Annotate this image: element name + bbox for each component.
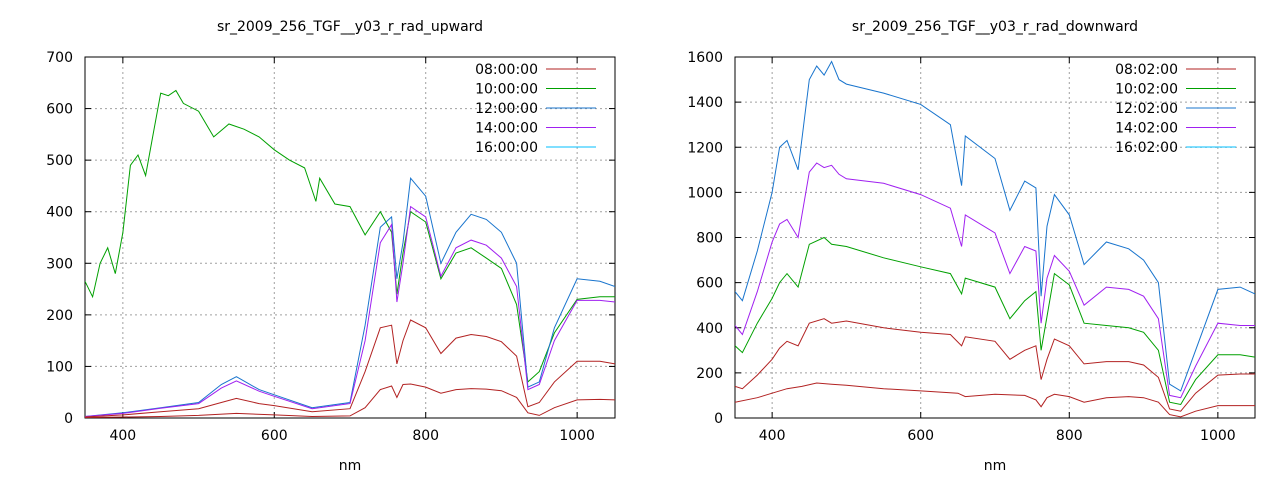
- series-line-unnamed-5: [85, 319, 615, 418]
- x-tick-label: 800: [1056, 428, 1083, 444]
- series-line-120000: [85, 176, 615, 417]
- chart-title: sr_2009_256_TGF__y03_r_rad_upward: [217, 19, 483, 35]
- chart-panel-1: sr_2009_256_TGF__y03_r_rad_upward 400 600 8…: [46, 19, 616, 474]
- legend-label: 08:00:00: [475, 62, 538, 78]
- y-tick-label: 800: [696, 231, 723, 247]
- y-tick-label: 700: [46, 50, 73, 66]
- series-line-080000: [85, 383, 615, 418]
- y-tick-label: 1600: [687, 50, 723, 66]
- legend-label: 10:02:00: [1115, 82, 1178, 98]
- y-tick-label: 400: [46, 205, 73, 221]
- chart-panel-2: sr_2009_256_TGF__y03_r_rad_downward 400 60…: [687, 19, 1256, 474]
- series-line-100200: [735, 236, 1255, 406]
- legend-label: 12:02:00: [1115, 101, 1178, 117]
- x-tick-label: 400: [109, 428, 136, 444]
- y-tick-label: 1200: [687, 140, 723, 156]
- x-tick-label: 600: [261, 428, 288, 444]
- y-tick-label: 1000: [687, 185, 723, 201]
- x-axis-label: nm: [984, 458, 1007, 474]
- x-tick-label: 1000: [1200, 428, 1236, 444]
- y-tick-label: 600: [696, 276, 723, 292]
- series-line-120200: [735, 60, 1255, 392]
- x-tick-label: 800: [412, 428, 439, 444]
- series-line-140200: [735, 162, 1255, 399]
- y-tick-label: 400: [696, 321, 723, 337]
- legend-label: 16:00:00: [475, 140, 538, 156]
- legend-label: 12:00:00: [475, 101, 538, 117]
- chart-title: sr_2009_256_TGF__y03_r_rad_downward: [852, 19, 1138, 35]
- legend-label: 10:00:00: [475, 82, 538, 98]
- y-tick-label: 0: [714, 411, 723, 427]
- y-tick-label: 200: [46, 308, 73, 324]
- series-line-140000: [85, 205, 615, 417]
- y-tick-label: 300: [46, 256, 73, 272]
- y-tick-label: 500: [46, 153, 73, 169]
- x-tick-label: 400: [759, 428, 786, 444]
- y-tick-label: 100: [46, 359, 73, 375]
- legend-label: 16:02:00: [1115, 140, 1178, 156]
- series-line-080200: [735, 382, 1255, 418]
- legend-label: 08:02:00: [1115, 62, 1178, 78]
- series-line-unnamed-5: [735, 318, 1255, 412]
- x-tick-label: 600: [907, 428, 934, 444]
- legend-label: 14:00:00: [475, 121, 538, 137]
- series-line-100000: [85, 89, 615, 383]
- plot-frame: [84, 56, 616, 419]
- y-tick-label: 600: [46, 102, 73, 118]
- x-tick-label: 1000: [559, 428, 595, 444]
- y-tick-label: 200: [696, 366, 723, 382]
- y-tick-label: 0: [64, 411, 73, 427]
- legend-label: 14:02:00: [1115, 121, 1178, 137]
- y-tick-label: 1400: [687, 95, 723, 111]
- x-axis-label: nm: [339, 458, 362, 474]
